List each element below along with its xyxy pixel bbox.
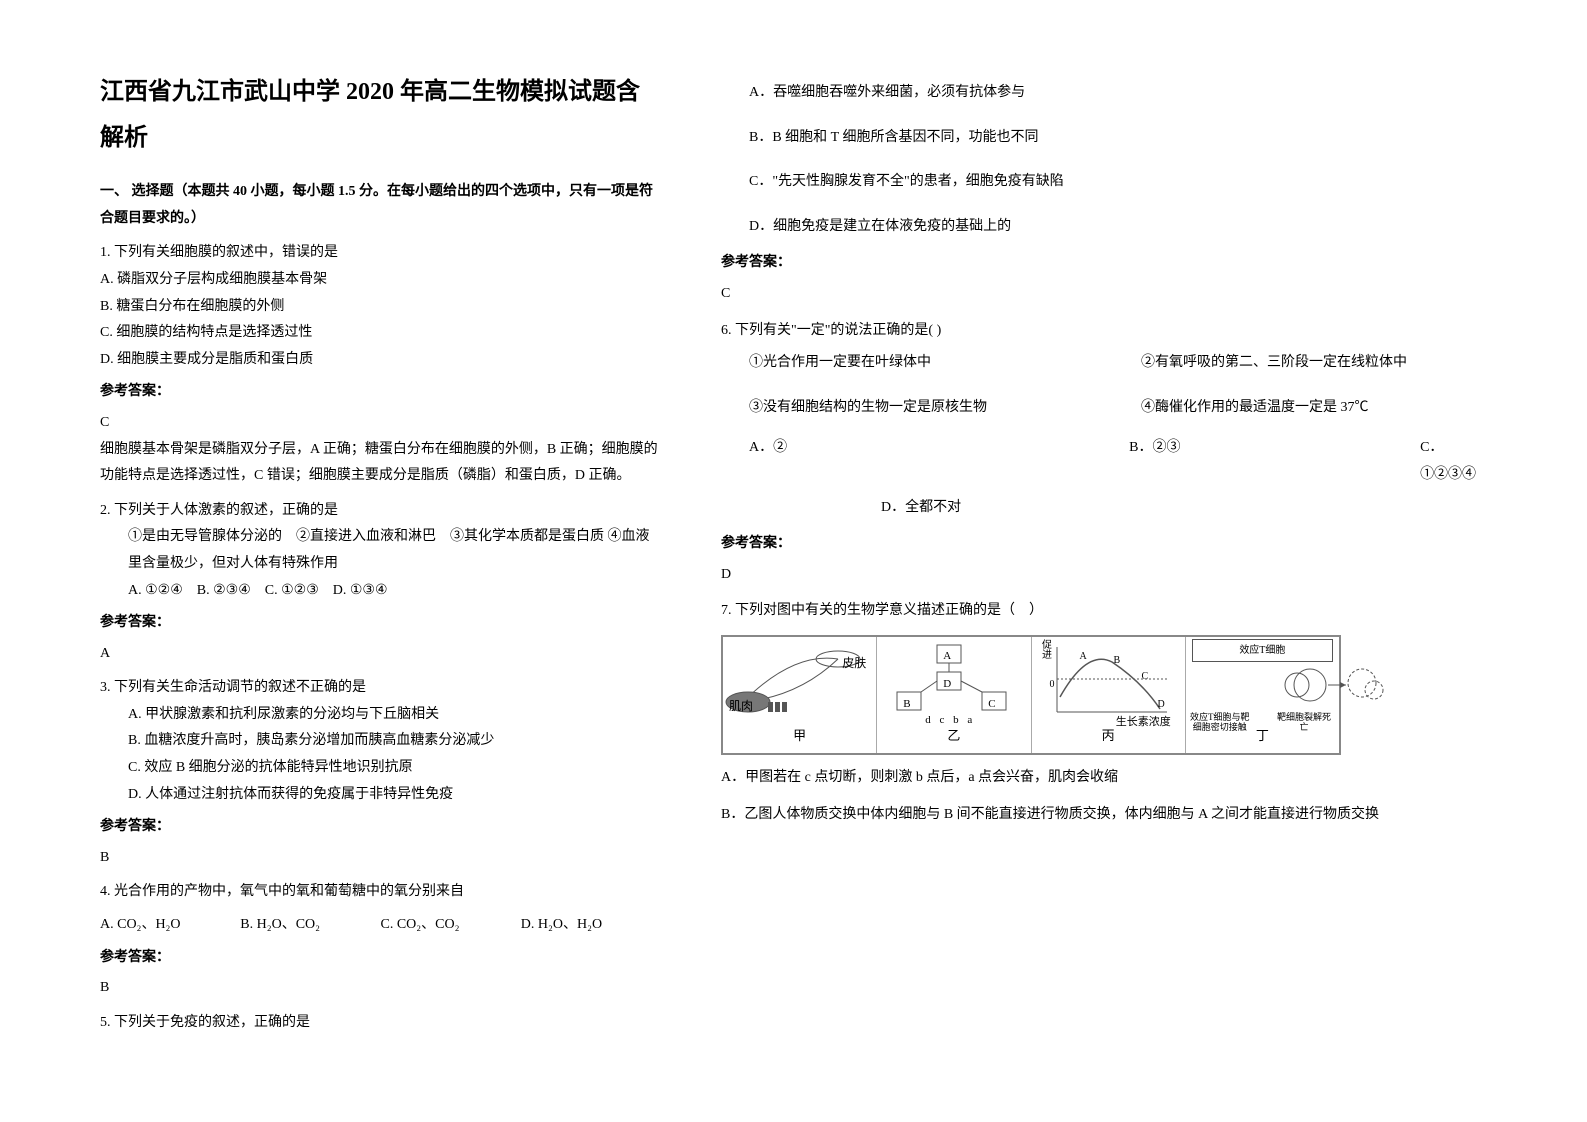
q4-opt-c: C. CO₂、CO₂ xyxy=(381,912,521,939)
q7-opt-a: A．甲图若在 c 点切断，则刺激 b 点后，a 点会兴奋，肌肉会收缩 xyxy=(721,765,1497,792)
q6-s4: ④酶催化作用的最适温度一定是 37℃ xyxy=(1141,395,1441,422)
q7-opt-b: B．乙图人体物质交换中体内细胞与 B 间不能直接进行物质交换，体内细胞与 A 之… xyxy=(721,802,1497,829)
q1-explain: 细胞膜基本骨架是磷脂双分子层，A 正确；糖蛋白分布在细胞膜的外侧，B 正确；细胞… xyxy=(100,437,661,490)
jia-skin-label: 皮肤 xyxy=(842,652,866,675)
q6-s2: ②有氧呼吸的第二、三阶段一定在线粒体中 xyxy=(1141,350,1481,377)
bing-ylabel: 促进 xyxy=(1036,639,1055,659)
panel-jia-label: 甲 xyxy=(723,724,876,749)
panel-bing-label: 丙 xyxy=(1032,724,1185,749)
q6-row2: ③没有细胞结构的生物一定是原核生物 ④酶催化作用的最适温度一定是 37℃ xyxy=(721,395,1497,422)
question-2: 2. 下列关于人体激素的叙述，正确的是 ①是由无导管腺体分泌的 ②直接进入血液和… xyxy=(100,498,661,668)
question-1: 1. 下列有关细胞膜的叙述中，错误的是 A. 磷脂双分子层构成细胞膜基本骨架 B… xyxy=(100,240,661,489)
panel-yi-label: 乙 xyxy=(877,724,1030,749)
jia-muscle-label: 肌肉 xyxy=(729,695,753,718)
q3-stem: 3. 下列有关生命活动调节的叙述不正确的是 xyxy=(100,675,661,702)
q1-answer: C xyxy=(100,410,661,437)
q4-options-row: A. CO₂、H₂O B. H₂O、CO₂ C. CO₂、CO₂ D. H₂O、… xyxy=(100,912,661,939)
section-heading: 一、 选择题（本题共 40 小题，每小题 1.5 分。在每小题给出的四个选项中，… xyxy=(100,179,661,232)
page-title: 江西省九江市武山中学 2020 年高二生物模拟试题含解析 xyxy=(100,70,661,161)
q2-statements: ①是由无导管腺体分泌的 ②直接进入血液和淋巴 ③其化学本质都是蛋白质 ④血液里含… xyxy=(100,524,661,577)
panel-bing: 促进 0 A B C D 生长素浓度 丙 xyxy=(1032,637,1186,753)
question-6: 6. 下列有关"一定"的说法正确的是( ) ①光合作用一定要在叶绿体中 ②有氧呼… xyxy=(721,318,1497,589)
left-column: 江西省九江市武山中学 2020 年高二生物模拟试题含解析 一、 选择题（本题共 … xyxy=(100,70,661,1092)
q4-opt-d: D. H₂O、H₂O xyxy=(521,912,661,939)
right-column: A．吞噬细胞吞噬外来细菌，必须有抗体参与 B．B 细胞和 T 细胞所含基因不同，… xyxy=(721,70,1497,1092)
q1-stem: 1. 下列有关细胞膜的叙述中，错误的是 xyxy=(100,240,661,267)
q6-row1: ①光合作用一定要在叶绿体中 ②有氧呼吸的第二、三阶段一定在线粒体中 xyxy=(721,350,1497,377)
panel-jia: 皮肤 肌肉 甲 xyxy=(723,637,877,753)
q1-opt-b: B. 糖蛋白分布在细胞膜的外侧 xyxy=(100,294,661,321)
q6-opt-cwrap xyxy=(721,495,881,522)
yi-b: B xyxy=(903,694,910,715)
q7-stem: 7. 下列对图中有关的生物学意义描述正确的是（ ） xyxy=(721,598,1497,625)
bing-zero: 0 xyxy=(1050,675,1055,694)
bing-a: A xyxy=(1080,647,1087,666)
q4-opt-b: B. H₂O、CO₂ xyxy=(240,912,380,939)
bing-b: B xyxy=(1114,651,1121,670)
panel-ding-label: 丁 xyxy=(1186,724,1339,749)
yi-a: A xyxy=(943,646,951,667)
q6-answer: D xyxy=(721,562,1497,589)
q2-stem: 2. 下列关于人体激素的叙述，正确的是 xyxy=(100,498,661,525)
q1-opt-a: A. 磷脂双分子层构成细胞膜基本骨架 xyxy=(100,267,661,294)
q5-opt-a: A．吞噬细胞吞噬外来细菌，必须有抗体参与 xyxy=(721,80,1497,107)
q2-options: A. ①②④ B. ②③④ C. ①②③ D. ①③④ xyxy=(100,578,661,605)
q4-answer: B xyxy=(100,975,661,1002)
question-4: 4. 光合作用的产物中，氧气中的氧和葡萄糖中的氧分别来自 A. CO₂、H₂O … xyxy=(100,879,661,1001)
q1-opt-c: C. 细胞膜的结构特点是选择透过性 xyxy=(100,320,661,347)
q6-opt-c: C．①②③④ xyxy=(1420,435,1497,488)
question-7: 7. 下列对图中有关的生物学意义描述正确的是（ ） 皮肤 肌肉 甲 xyxy=(721,598,1497,828)
q4-stem: 4. 光合作用的产物中，氧气中的氧和葡萄糖中的氧分别来自 xyxy=(100,879,661,906)
q5-answer-label: 参考答案： xyxy=(721,250,1497,277)
q2-answer: A xyxy=(100,641,661,668)
q6-opt-b: B．②③ xyxy=(1129,435,1420,488)
q3-opt-b: B. 血糖浓度升高时，胰岛素分泌增加而胰高血糖素分泌减少 xyxy=(100,728,661,755)
q4-opt-a: A. CO₂、H₂O xyxy=(100,912,240,939)
q5-answer: C xyxy=(721,281,1497,308)
q2-answer-label: 参考答案： xyxy=(100,610,661,637)
yi-c: C xyxy=(988,694,995,715)
question-3: 3. 下列有关生命活动调节的叙述不正确的是 A. 甲状腺激素和抗利尿激素的分泌均… xyxy=(100,675,661,871)
ding-svg xyxy=(1262,655,1415,715)
q6-s3: ③没有细胞结构的生物一定是原核生物 xyxy=(721,395,1141,422)
panel-yi: A D B C d c b a 乙 xyxy=(877,637,1031,753)
q6-opt-a: A．② xyxy=(721,435,1129,488)
q6-answer-label: 参考答案： xyxy=(721,531,1497,558)
q6-opts-1: A．② B．②③ C．①②③④ xyxy=(721,435,1497,488)
q3-opt-a: A. 甲状腺激素和抗利尿激素的分泌均与下丘脑相关 xyxy=(100,702,661,729)
q5-opt-c: C．"先天性胸腺发育不全"的患者，细胞免疫有缺陷 xyxy=(721,169,1497,196)
q3-answer: B xyxy=(100,845,661,872)
q4-answer-label: 参考答案： xyxy=(100,945,661,972)
q6-stem: 6. 下列有关"一定"的说法正确的是( ) xyxy=(721,318,1497,345)
panel-ding: 效应T细胞 效应T细胞与靶细胞密切接触 靶细胞裂解死亡 丁 xyxy=(1186,637,1339,753)
q1-answer-label: 参考答案： xyxy=(100,379,661,406)
q3-opt-c: C. 效应 B 细胞分泌的抗体能特异性地识别抗原 xyxy=(100,755,661,782)
q5-opt-d: D．细胞免疫是建立在体液免疫的基础上的 xyxy=(721,214,1497,241)
q5-opt-b: B．B 细胞和 T 细胞所含基因不同，功能也不同 xyxy=(721,125,1497,152)
q6-opts-2: D．全都不对 xyxy=(721,495,1497,522)
q3-answer-label: 参考答案： xyxy=(100,814,661,841)
q5-stem: 5. 下列关于免疫的叙述，正确的是 xyxy=(100,1010,661,1037)
q6-s1: ①光合作用一定要在叶绿体中 xyxy=(721,350,1141,377)
q6-opt-d: D．全都不对 xyxy=(881,495,961,522)
bing-c: C xyxy=(1142,667,1149,686)
q3-opt-d: D. 人体通过注射抗体而获得的免疫属于非特异性免疫 xyxy=(100,782,661,809)
q7-figure: 皮肤 肌肉 甲 A D B C d c b a xyxy=(721,635,1341,755)
yi-d: D xyxy=(943,674,951,695)
question-5-stem: 5. 下列关于免疫的叙述，正确的是 xyxy=(100,1010,661,1037)
q1-opt-d: D. 细胞膜主要成分是脂质和蛋白质 xyxy=(100,347,661,374)
